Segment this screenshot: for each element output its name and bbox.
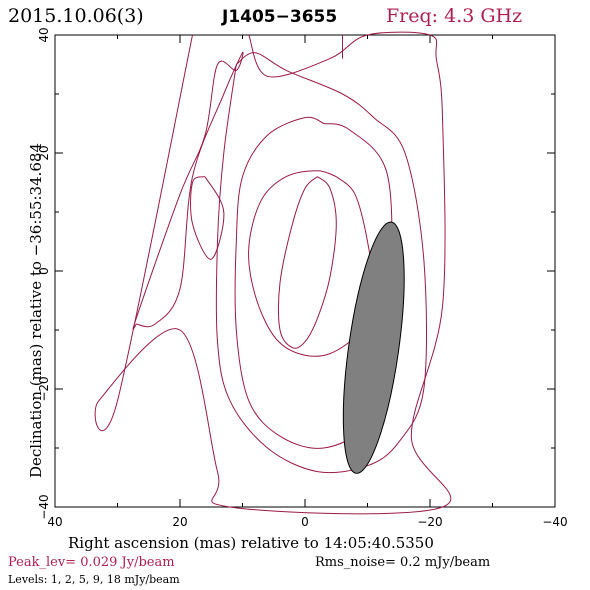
y-tick-label: −20 <box>37 376 51 401</box>
contour-level-5-4 <box>234 116 396 449</box>
x-tick-label: −20 <box>417 515 442 529</box>
y-tick-label: −40 <box>37 494 51 519</box>
contour-level-2-2 <box>132 51 244 330</box>
contour-level-9-5 <box>248 170 375 357</box>
contour-level-2-3 <box>215 52 427 474</box>
y-tick-label: 40 <box>37 27 51 42</box>
observation-date: 2015.10.06(3) <box>8 5 144 27</box>
contour-level-1-0 <box>94 31 452 515</box>
source-name: J1405−3655 <box>221 7 337 27</box>
y-axis-label: Declination (mas) relative to −36:55:34.… <box>27 143 45 478</box>
contour-levels: Levels: 1, 2, 5, 9, 18 mJy/beam <box>8 573 180 586</box>
x-tick-label: −40 <box>542 515 567 529</box>
y-tick-label: 0 <box>37 267 51 275</box>
contour-level-18-6 <box>277 176 337 349</box>
rms-noise: Rms_noise= 0.2 mJy/beam <box>315 555 490 570</box>
beam-ellipse <box>342 221 405 474</box>
x-axis-label: Right ascension (mas) relative to 14:05:… <box>68 534 434 552</box>
x-tick-label: 20 <box>172 515 187 529</box>
axis-ticks <box>54 34 556 508</box>
x-tick-label: 0 <box>301 515 309 529</box>
axis-tick-labels: 40 20 0 −20 −40 −40 −20 0 20 40 <box>37 27 568 529</box>
plot-frame <box>54 34 556 508</box>
contour-level-18-7 <box>190 176 225 260</box>
x-tick-label: 40 <box>47 515 62 529</box>
y-tick-label: 20 <box>37 145 51 160</box>
frequency-label: Freq: 4.3 GHz <box>386 5 522 27</box>
beam-layer <box>342 221 405 474</box>
peak-level: Peak_lev= 0.029 Jy/beam <box>8 555 175 570</box>
contour-lines <box>94 31 452 515</box>
